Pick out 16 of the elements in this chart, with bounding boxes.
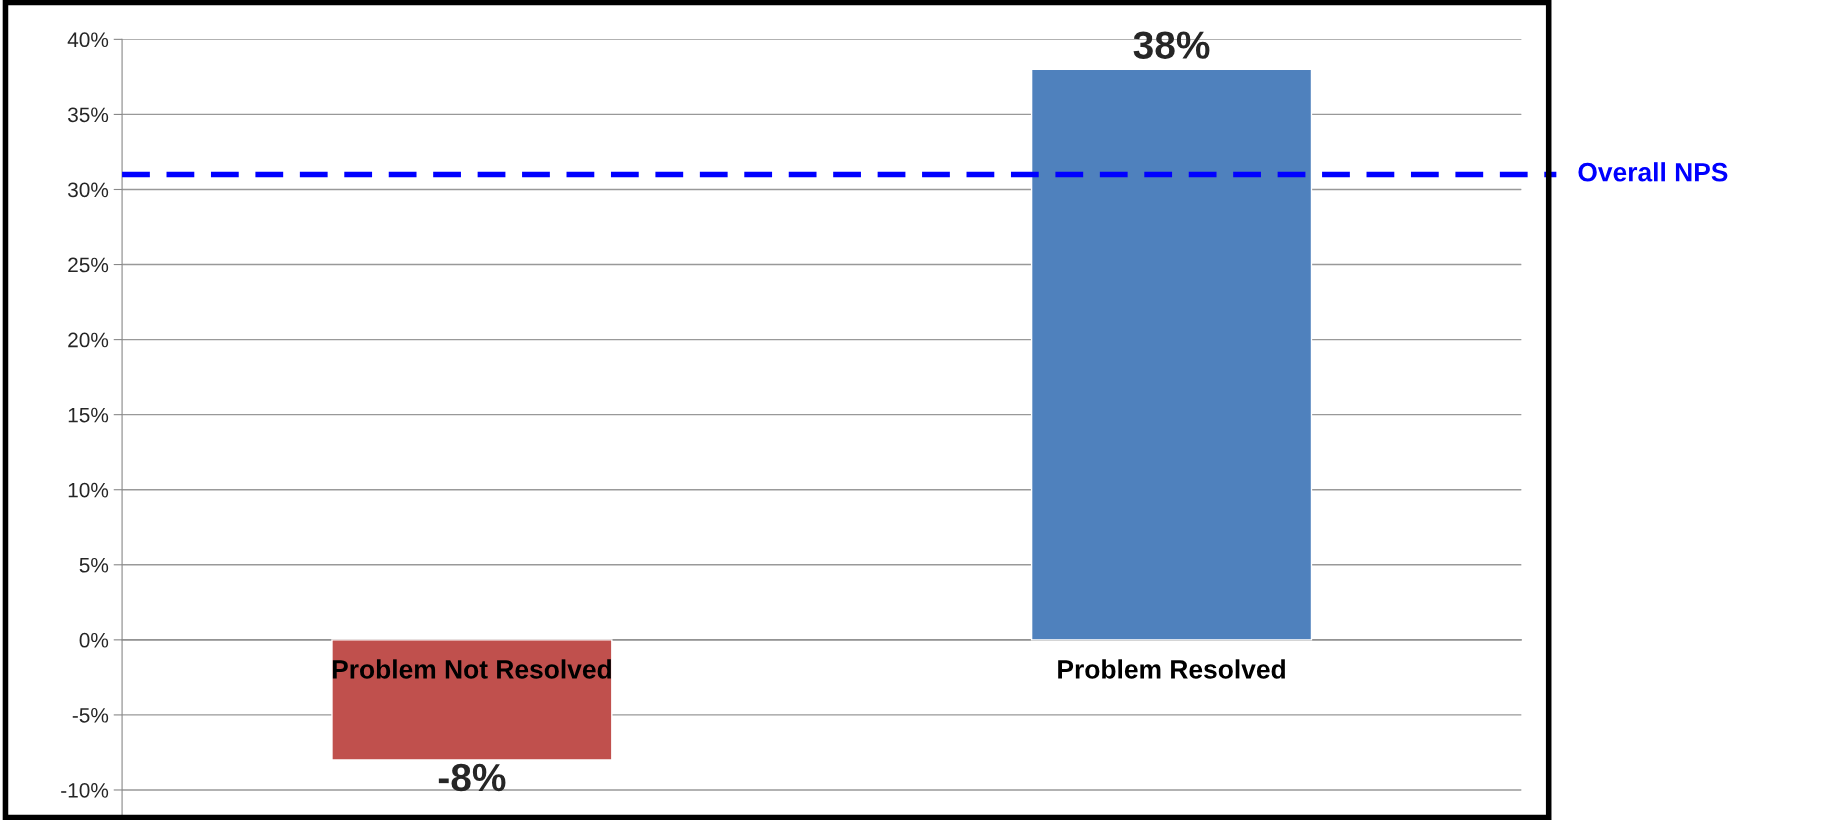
y-tick-label: 0% — [79, 632, 109, 648]
x-tick-label: Problem Not Resolved — [332, 659, 611, 679]
x-tick-label: Problem Resolved — [1058, 659, 1285, 679]
data-label: -8% — [438, 763, 506, 792]
y-tick-label: 15% — [68, 407, 109, 423]
y-tick-label: 40% — [67, 32, 109, 48]
y-tick-label: 10% — [68, 482, 109, 498]
y-tick-label: -10% — [61, 782, 109, 798]
y-tick-label: 5% — [79, 557, 109, 573]
y-tick-label: 35% — [67, 107, 109, 123]
y-tick-label: 25% — [68, 257, 109, 273]
y-tick-label: 20% — [68, 332, 109, 348]
ref-line-label: Overall NPS — [1578, 162, 1728, 182]
data-label: 38% — [1133, 31, 1210, 59]
y-tick-label: -5% — [72, 708, 109, 723]
y-tick-label: 30% — [67, 182, 109, 198]
